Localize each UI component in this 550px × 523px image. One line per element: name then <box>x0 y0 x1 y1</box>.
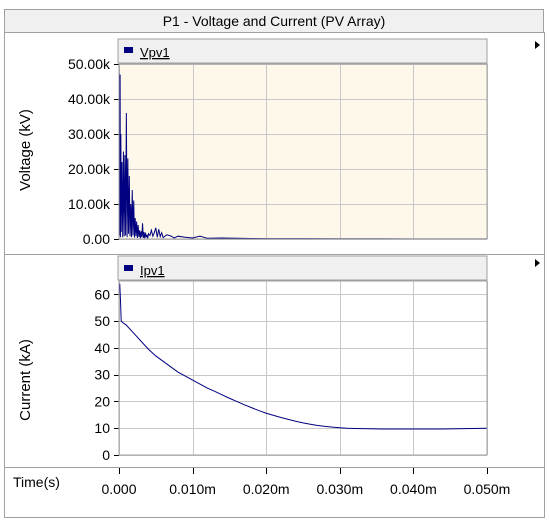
panel1-y-axis-label: Voltage (kV) <box>17 109 34 191</box>
y-tick-label: 40.00k <box>68 91 111 107</box>
y-tick-label: 0 <box>102 447 110 463</box>
panel1-header <box>117 38 488 64</box>
x-tick-label: 0.020m <box>243 481 290 497</box>
panel2-plot-border <box>118 280 488 456</box>
y-tick-label: 30 <box>94 367 110 383</box>
panel1-plot-area <box>119 64 487 239</box>
panel2-y-ticks: 0 10 20 30 40 50 60 <box>94 286 119 463</box>
x-tick-label: 0.030m <box>316 481 363 497</box>
y-tick-label: 30.00k <box>68 126 111 142</box>
x-tick-label: 0.010m <box>169 481 216 497</box>
x-tick-label: 0.050m <box>464 481 511 497</box>
series-line-ipv1 <box>118 283 488 430</box>
y-tick-label: 40 <box>94 340 110 356</box>
triangle-right-icon[interactable] <box>535 41 540 49</box>
y-tick-label: 0.00 <box>83 231 110 247</box>
panel1-plot-border <box>118 63 488 240</box>
panel1-y-ticks: 0.00 10.00k 20.00k 30.00k 40.00k 50.00k <box>68 56 119 247</box>
x-tick-label: 0.000 <box>101 481 136 497</box>
panel2-y-axis-label: Current (kA) <box>17 339 34 421</box>
x-axis-label: Time(s) <box>13 474 60 490</box>
triangle-right-icon[interactable] <box>535 259 540 267</box>
x-tick-label: 0.040m <box>390 481 437 497</box>
panel2-plot-area <box>119 281 487 455</box>
y-tick-label: 20 <box>94 393 110 409</box>
outer-border <box>4 32 545 518</box>
x-axis-ticks: 0.000 0.010m 0.020m 0.030m 0.040m 0.050m <box>101 468 510 497</box>
y-tick-label: 50.00k <box>68 56 111 72</box>
y-tick-label: 10 <box>94 420 110 436</box>
y-tick-label: 60 <box>94 286 110 302</box>
panel2-header <box>117 255 488 281</box>
legend-vpv1[interactable]: Vpv1 <box>140 45 170 60</box>
y-tick-label: 20.00k <box>68 161 111 177</box>
y-tick-label: 10.00k <box>68 196 111 212</box>
series-swatch-icon <box>124 47 133 53</box>
y-tick-label: 50 <box>94 313 110 329</box>
series-swatch-icon <box>124 265 133 271</box>
series-line-vpv1 <box>118 63 488 240</box>
legend-ipv1[interactable]: Ipv1 <box>140 263 165 278</box>
graph-title: P1 - Voltage and Current (PV Array) <box>4 9 544 33</box>
